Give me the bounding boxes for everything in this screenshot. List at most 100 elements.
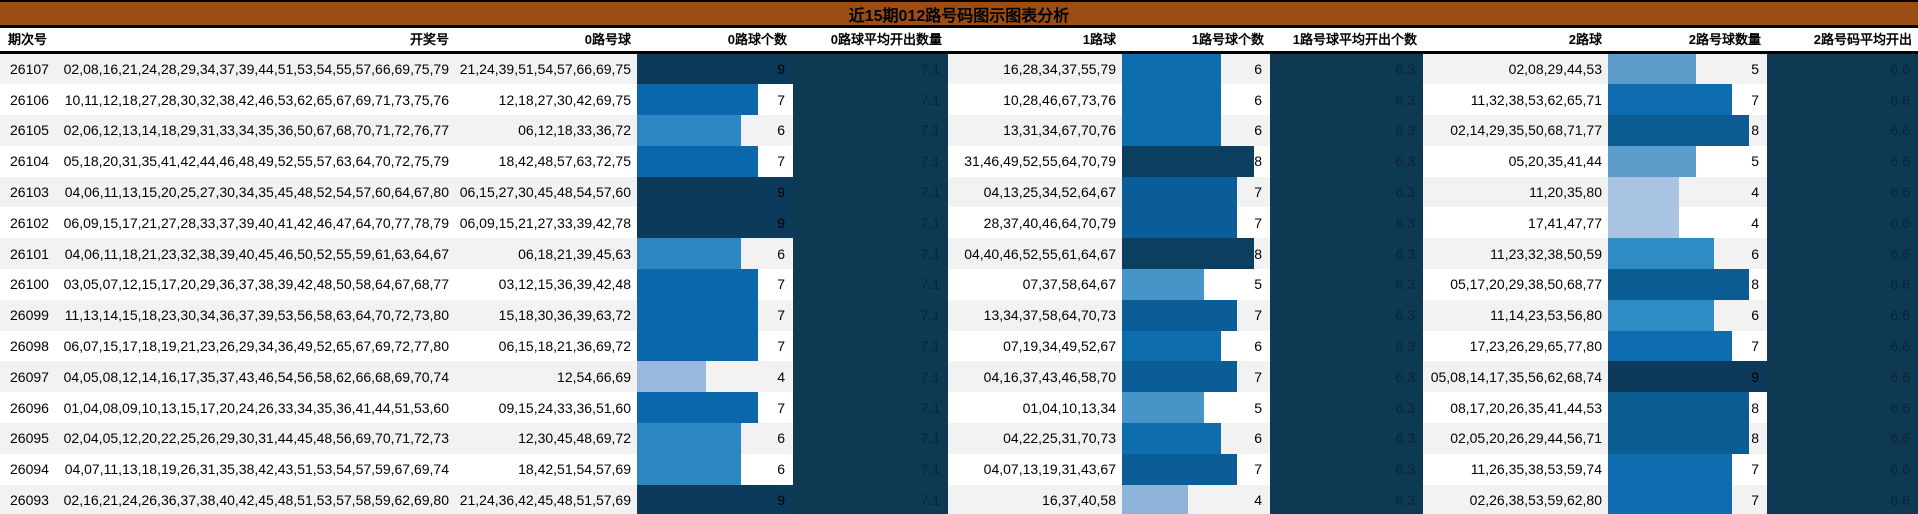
- road0-count-bar: [637, 53, 793, 85]
- road1-count-value: 5: [1254, 399, 1262, 416]
- road2-count-bar: [1608, 115, 1750, 146]
- period-cell: 26107: [0, 52, 62, 85]
- road1-count-bar-cell: 7: [1122, 453, 1270, 485]
- road2-average-cell: 6.6: [1767, 145, 1918, 177]
- road0-count-bar: [637, 176, 793, 208]
- road0-count-value: 6: [777, 430, 785, 447]
- road0-balls-cell: 12,30,45,48,69,72: [455, 423, 637, 454]
- road2-count-bar-cell: 4: [1608, 207, 1767, 239]
- table-row: 26096 01,04,08,09,10,13,15,17,20,24,26,33…: [0, 392, 1918, 424]
- road2-balls-cell: 11,32,38,53,62,65,71: [1423, 84, 1608, 116]
- road1-count-bar-cell: 4: [1122, 484, 1270, 514]
- road1-count-bar: [1122, 484, 1188, 514]
- road0-balls-cell: 18,42,51,54,57,69: [455, 453, 637, 485]
- draw-numbers-cell: 02,16,21,24,26,36,37,38,40,42,45,48,51,5…: [62, 484, 455, 514]
- road1-average-cell: 6.3: [1270, 52, 1423, 85]
- road2-count-bar-cell: 7: [1608, 453, 1767, 485]
- road2-count-value: 8: [1751, 276, 1759, 293]
- road2-count-bar: [1608, 238, 1714, 270]
- col-header-road0-average: 0路球平均开出数量: [793, 28, 948, 54]
- road0-balls-cell: 06,15,27,30,45,48,54,57,60: [455, 176, 637, 208]
- road0-count-value: 6: [777, 122, 785, 139]
- road2-balls-cell: 02,14,29,35,50,68,71,77: [1423, 115, 1608, 146]
- road2-count-bar-cell: 7: [1608, 84, 1767, 116]
- table-row: 26103 04,06,11,13,15,20,25,27,30,34,35,45…: [0, 176, 1918, 208]
- road2-average-cell: 6.6: [1767, 84, 1918, 116]
- road1-count-value: 7: [1254, 214, 1262, 231]
- road1-count-bar-cell: 6: [1122, 423, 1270, 454]
- road1-count-bar-cell: 8: [1122, 238, 1270, 270]
- table-row: 26097 04,05,08,12,14,16,17,35,37,43,46,54…: [0, 361, 1918, 393]
- col-header-draw-numbers: 开奖号: [62, 28, 455, 54]
- road0-count-bar-cell: 6: [637, 238, 793, 270]
- road1-average-cell: 6.3: [1270, 176, 1423, 208]
- road0-average-cell: 7.1: [793, 330, 948, 362]
- road1-balls-cell: 13,31,34,67,70,76: [948, 115, 1122, 146]
- road0-count-value: 7: [777, 91, 785, 108]
- road1-balls-cell: 31,46,49,52,55,64,70,79: [948, 145, 1122, 177]
- table-row: 26101 04,06,11,18,21,23,32,38,39,40,45,46…: [0, 238, 1918, 270]
- road2-count-value: 5: [1751, 60, 1759, 77]
- road1-average-cell: 6.3: [1270, 392, 1423, 424]
- road1-average-cell: 6.3: [1270, 238, 1423, 270]
- road0-count-bar-cell: 7: [637, 330, 793, 362]
- road1-average-cell: 6.3: [1270, 361, 1423, 393]
- road0-balls-cell: 06,18,21,39,45,63: [455, 238, 637, 270]
- col-header-road1-average: 1路号球平均开出个数: [1270, 28, 1423, 54]
- road2-average-cell: 6.6: [1767, 330, 1918, 362]
- road1-average-cell: 6.3: [1270, 484, 1423, 514]
- road1-average-cell: 6.3: [1270, 84, 1423, 116]
- road1-balls-cell: 04,40,46,52,55,61,64,67: [948, 238, 1122, 270]
- period-cell: 26105: [0, 115, 62, 146]
- road1-count-value: 6: [1254, 60, 1262, 77]
- period-cell: 26093: [0, 484, 62, 514]
- road1-count-value: 7: [1254, 184, 1262, 201]
- road0-count-value: 7: [777, 153, 785, 170]
- road1-balls-cell: 16,37,40,58: [948, 484, 1122, 514]
- road1-count-bar: [1122, 361, 1238, 393]
- road2-balls-cell: 05,20,35,41,44: [1423, 145, 1608, 177]
- col-header-road1-count: 1路号球个数: [1122, 28, 1270, 54]
- road2-balls-cell: 17,23,26,29,65,77,80: [1423, 330, 1608, 362]
- road1-count-value: 6: [1254, 122, 1262, 139]
- road0-average-cell: 7.1: [793, 361, 948, 393]
- road0-count-bar-cell: 9: [637, 484, 793, 514]
- road0-count-bar: [637, 115, 741, 146]
- road0-balls-cell: 15,18,30,36,39,63,72: [455, 299, 637, 331]
- road1-count-bar: [1122, 299, 1238, 331]
- table-row: 26100 03,05,07,12,15,17,20,29,36,37,38,39…: [0, 269, 1918, 300]
- road1-count-bar: [1122, 392, 1205, 424]
- road0-count-bar-cell: 7: [637, 392, 793, 424]
- road2-count-value: 6: [1751, 245, 1759, 262]
- road1-count-value: 7: [1254, 461, 1262, 478]
- road0-count-value: 9: [777, 214, 785, 231]
- road1-count-bar-cell: 5: [1122, 269, 1270, 300]
- road0-count-bar-cell: 7: [637, 145, 793, 177]
- road0-count-bar: [637, 484, 793, 514]
- road0-count-bar-cell: 7: [637, 299, 793, 331]
- road1-balls-cell: 04,16,37,43,46,58,70: [948, 361, 1122, 393]
- table-row: 26106 10,11,12,18,27,28,30,32,38,42,46,53…: [0, 84, 1918, 116]
- road2-balls-cell: 02,05,20,26,29,44,56,71: [1423, 423, 1608, 454]
- road1-count-bar-cell: 6: [1122, 52, 1270, 85]
- road2-balls-cell: 11,20,35,80: [1423, 176, 1608, 208]
- road2-balls-cell: 05,17,20,29,38,50,68,77: [1423, 269, 1608, 300]
- road0-count-bar: [637, 330, 759, 362]
- road2-average-cell: 6.6: [1767, 176, 1918, 208]
- road1-balls-cell: 01,04,10,13,34: [948, 392, 1122, 424]
- road0-count-bar-cell: 4: [637, 361, 793, 393]
- road1-count-bar: [1122, 145, 1254, 177]
- road0-count-bar: [637, 392, 759, 424]
- table-row: 26099 11,13,14,15,18,23,30,34,36,37,39,53…: [0, 299, 1918, 331]
- period-cell: 26106: [0, 84, 62, 116]
- table-row: 26107 02,08,16,21,24,28,29,34,37,39,44,51…: [0, 52, 1918, 85]
- period-cell: 26096: [0, 392, 62, 424]
- road0-count-value: 7: [777, 399, 785, 416]
- period-cell: 26099: [0, 299, 62, 331]
- road0-average-cell: 7.1: [793, 423, 948, 454]
- road0-count-bar: [637, 84, 759, 116]
- road1-count-bar-cell: 6: [1122, 84, 1270, 116]
- table-body: 26107 02,08,16,21,24,28,29,34,37,39,44,51…: [0, 52, 1918, 514]
- table-row: 26102 06,09,15,17,21,27,28,33,37,39,40,41…: [0, 207, 1918, 239]
- road2-count-bar-cell: 4: [1608, 176, 1767, 208]
